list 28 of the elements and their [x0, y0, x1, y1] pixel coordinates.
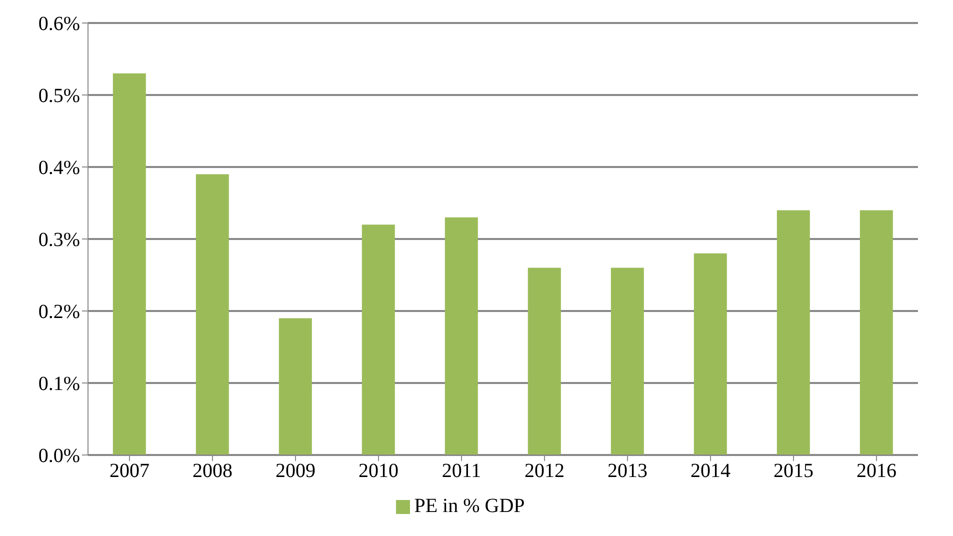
x-tick-label: 2015: [774, 460, 814, 482]
x-tick-label: 2016: [856, 460, 896, 482]
bar: [112, 73, 146, 455]
x-tick-label: 2014: [690, 460, 730, 482]
x-tick-label: 2013: [608, 460, 648, 482]
y-tick-label: 0.4%: [38, 157, 80, 180]
bar: [776, 210, 810, 455]
y-tick-label: 0.6%: [38, 13, 80, 36]
bar: [694, 253, 727, 455]
y-tick-label: 0.1%: [38, 373, 80, 396]
y-tick-label: 0.3%: [38, 229, 80, 252]
x-tick-label: 2012: [524, 460, 564, 482]
y-tick-label: 0.0%: [38, 445, 80, 468]
x-tick-label: 2009: [276, 460, 316, 482]
bar: [196, 174, 229, 455]
y-tick-label: 0.5%: [38, 85, 80, 108]
x-tick-label: 2010: [358, 460, 398, 482]
x-tick-label: 2008: [192, 460, 232, 482]
x-tick-label: 2007: [110, 460, 150, 482]
bar: [610, 268, 644, 455]
x-tick-label: 2011: [442, 460, 482, 482]
bar: [860, 210, 893, 455]
bar: [362, 224, 395, 455]
legend-label: PE in % GDP: [414, 495, 525, 517]
bar: [528, 268, 561, 455]
bar: [444, 217, 478, 455]
bar: [278, 318, 312, 455]
y-tick-label: 0.2%: [38, 301, 80, 324]
